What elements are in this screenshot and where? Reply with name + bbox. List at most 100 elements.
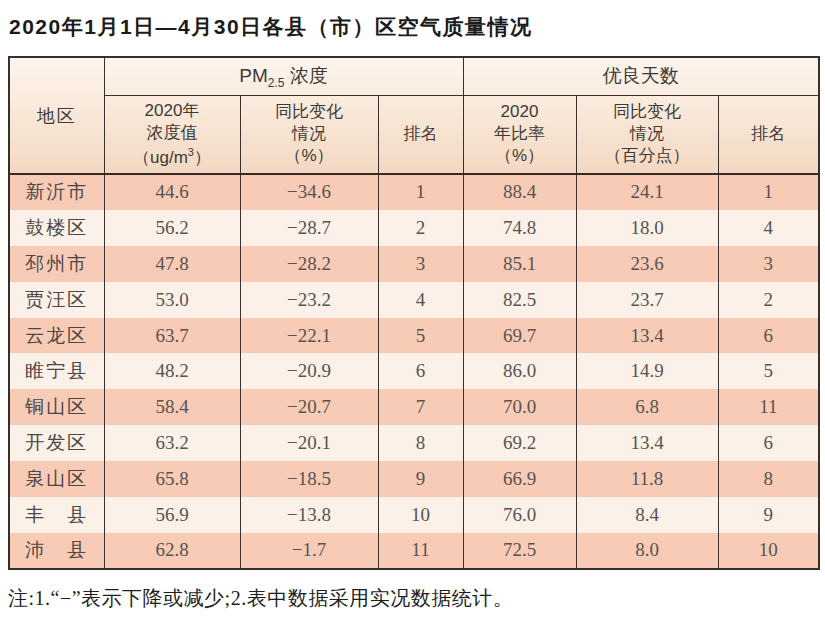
- header-good-days-group: 优良天数: [463, 57, 819, 95]
- header-region: 地区: [9, 57, 104, 174]
- header-good-rate-line2: 年比率: [464, 123, 576, 145]
- cell-pm-change: −34.6: [240, 174, 378, 210]
- cell-good-change: 6.8: [576, 389, 718, 425]
- header-pm-value-line1: 2020年: [105, 100, 240, 122]
- air-quality-table: 地区 PM2.5 浓度 优良天数 2020年 浓度值 （ug/m3） 同比变化 …: [8, 56, 820, 570]
- cell-pm-change: −20.7: [240, 389, 378, 425]
- header-row-columns: 2020年 浓度值 （ug/m3） 同比变化 情况 （%） 排名 2020 年比…: [9, 95, 819, 174]
- cell-good-rate: 69.2: [463, 425, 576, 461]
- cell-good-rank: 9: [718, 497, 819, 533]
- cell-good-change: 18.0: [576, 210, 718, 246]
- cell-region: 新沂市: [9, 174, 104, 210]
- page-title: 2020年1月1日—4月30日各县（市）区空气质量情况: [0, 0, 825, 41]
- cell-pm-value: 56.9: [104, 497, 240, 533]
- cell-pm-change: −22.1: [240, 318, 378, 354]
- cell-pm-value: 58.4: [104, 389, 240, 425]
- cell-pm-rank: 5: [378, 318, 463, 354]
- cell-good-change: 13.4: [576, 425, 718, 461]
- cell-pm-rank: 7: [378, 389, 463, 425]
- cell-good-change: 8.4: [576, 497, 718, 533]
- table-row: 沛 县62.8−1.71172.58.010: [9, 533, 819, 569]
- cell-good-rank: 10: [718, 533, 819, 569]
- cell-good-rank: 1: [718, 174, 819, 210]
- cell-pm-change: −20.9: [240, 353, 378, 389]
- cell-good-rank: 11: [718, 389, 819, 425]
- header-good-rate: 2020 年比率 （%）: [463, 95, 576, 174]
- table-row: 铜山区58.4−20.7770.06.811: [9, 389, 819, 425]
- table-row: 丰 县56.9−13.81076.08.49: [9, 497, 819, 533]
- cell-good-rate: 82.5: [463, 282, 576, 318]
- header-good-rate-line1: 2020: [464, 101, 576, 123]
- header-row-groups: 地区 PM2.5 浓度 优良天数: [9, 57, 819, 95]
- cell-pm-rank: 9: [378, 461, 463, 497]
- cell-pm-change: −20.1: [240, 425, 378, 461]
- table-row: 贾汪区53.0−23.2482.523.72: [9, 282, 819, 318]
- cell-region: 开发区: [9, 425, 104, 461]
- cell-pm-rank: 2: [378, 210, 463, 246]
- cell-pm-value: 56.2: [104, 210, 240, 246]
- cell-good-rate: 72.5: [463, 533, 576, 569]
- table-row: 新沂市44.6−34.6188.424.11: [9, 174, 819, 210]
- cell-pm-rank: 1: [378, 174, 463, 210]
- cell-pm-change: −23.2: [240, 282, 378, 318]
- cell-pm-rank: 6: [378, 353, 463, 389]
- cell-good-rate: 66.9: [463, 461, 576, 497]
- cell-pm-rank: 8: [378, 425, 463, 461]
- header-good-change-unit: （百分点）: [577, 145, 718, 167]
- cell-region: 铜山区: [9, 389, 104, 425]
- cell-pm-value: 63.2: [104, 425, 240, 461]
- cell-pm-change: −28.2: [240, 246, 378, 282]
- cell-good-rate: 69.7: [463, 318, 576, 354]
- cell-good-rank: 8: [718, 461, 819, 497]
- header-pm-value: 2020年 浓度值 （ug/m3）: [104, 95, 240, 174]
- cell-good-rank: 6: [718, 425, 819, 461]
- table-row: 睢宁县48.2−20.9686.014.95: [9, 353, 819, 389]
- cell-pm-value: 47.8: [104, 246, 240, 282]
- cell-region: 睢宁县: [9, 353, 104, 389]
- cell-pm-value: 53.0: [104, 282, 240, 318]
- header-pm-change-unit: （%）: [241, 145, 378, 167]
- pm25-label-subscript: 2.5: [268, 76, 285, 90]
- pm25-label-suffix: 浓度: [284, 65, 327, 86]
- cell-pm-rank: 3: [378, 246, 463, 282]
- cell-good-change: 8.0: [576, 533, 718, 569]
- cell-good-rate: 74.8: [463, 210, 576, 246]
- cell-good-rate: 88.4: [463, 174, 576, 210]
- cell-good-rank: 6: [718, 318, 819, 354]
- cell-region: 邳州市: [9, 246, 104, 282]
- cell-pm-change: −18.5: [240, 461, 378, 497]
- cell-region: 丰 县: [9, 497, 104, 533]
- page: 2020年1月1日—4月30日各县（市）区空气质量情况 地区 PM2.5 浓度 …: [0, 0, 825, 620]
- table-row: 开发区63.2−20.1869.213.46: [9, 425, 819, 461]
- header-pm-rank: 排名: [378, 95, 463, 174]
- footnote: 注:1.“−”表示下降或减少;2.表中数据采用实况数据统计。: [8, 585, 825, 612]
- cell-pm-rank: 10: [378, 497, 463, 533]
- cell-good-rate: 85.1: [463, 246, 576, 282]
- cell-region: 云龙区: [9, 318, 104, 354]
- cell-pm-value: 48.2: [104, 353, 240, 389]
- header-good-change-line1: 同比变化: [577, 101, 718, 123]
- table-row: 鼓楼区56.2−28.7274.818.04: [9, 210, 819, 246]
- cell-pm-rank: 4: [378, 282, 463, 318]
- header-pm-value-unit: （ug/m3）: [105, 145, 240, 169]
- cell-good-change: 14.9: [576, 353, 718, 389]
- cell-good-rank: 2: [718, 282, 819, 318]
- cell-region: 沛 县: [9, 533, 104, 569]
- table-body: 新沂市44.6−34.6188.424.11鼓楼区56.2−28.7274.81…: [9, 174, 819, 569]
- pm25-label-prefix: PM: [239, 65, 268, 86]
- table-row: 泉山区65.8−18.5966.911.88: [9, 461, 819, 497]
- cell-good-change: 23.7: [576, 282, 718, 318]
- header-good-change-line2: 情况: [577, 123, 718, 145]
- cell-region: 贾汪区: [9, 282, 104, 318]
- cell-pm-change: −13.8: [240, 497, 378, 533]
- cell-good-change: 11.8: [576, 461, 718, 497]
- cell-pm-value: 62.8: [104, 533, 240, 569]
- header-good-rank: 排名: [718, 95, 819, 174]
- cell-good-rate: 70.0: [463, 389, 576, 425]
- cell-pm-change: −1.7: [240, 533, 378, 569]
- cell-pm-change: −28.7: [240, 210, 378, 246]
- cell-good-rank: 3: [718, 246, 819, 282]
- header-pm-change-line1: 同比变化: [241, 101, 378, 123]
- cell-region: 泉山区: [9, 461, 104, 497]
- header-pm-change: 同比变化 情况 （%）: [240, 95, 378, 174]
